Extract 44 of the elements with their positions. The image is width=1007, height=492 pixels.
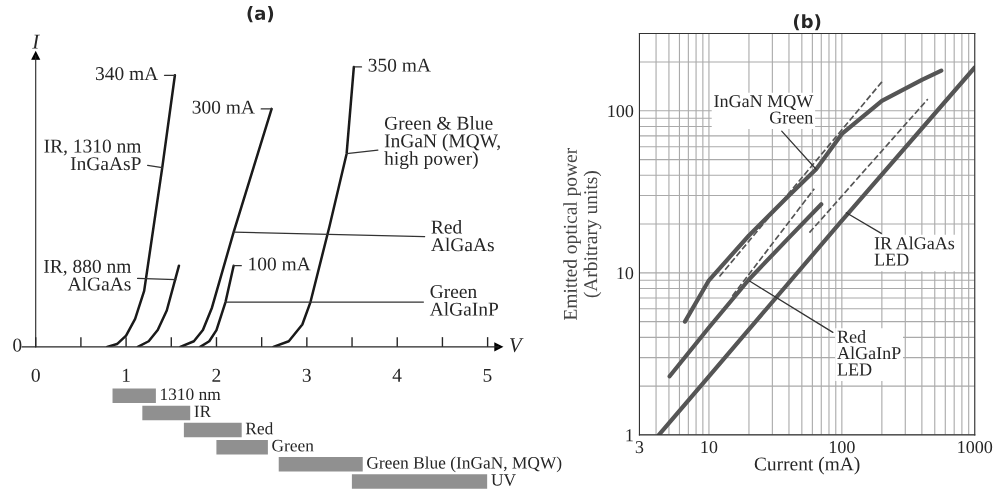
annotation: IR AlGaAs LED xyxy=(874,236,955,266)
y-tick-label: 1 xyxy=(626,429,633,442)
bar xyxy=(112,388,156,404)
annotation: 300 mA xyxy=(192,100,255,114)
annotation: 340 mA xyxy=(95,67,159,81)
x-tick-label: 10 xyxy=(701,441,718,454)
x-tick-label: 0 xyxy=(31,368,40,382)
y-tick-label: Green xyxy=(272,439,314,452)
y-tick-label: 100 xyxy=(608,105,634,118)
y-tick-label: 10 xyxy=(617,267,634,280)
annotation: Red AlGaAs xyxy=(431,219,494,252)
x-tick-label: 3 xyxy=(635,441,644,454)
annotation: Green & Blue InGaN (MQW, high power) xyxy=(384,116,500,170)
bar xyxy=(351,474,488,489)
y-tick-label: Red xyxy=(245,422,274,435)
x-tick-label: 2 xyxy=(212,368,221,382)
bar xyxy=(183,422,242,438)
x-axis-title: V xyxy=(509,338,524,353)
annotation: IR, 1310 nm InGaAsP xyxy=(44,139,142,171)
y-tick-label: IR xyxy=(194,405,212,418)
x-tick-label: 5 xyxy=(483,368,492,382)
chart-title: (b) xyxy=(793,14,821,31)
x-tick-label: 1000 xyxy=(958,441,993,454)
y-axis-title: I xyxy=(32,34,40,49)
annotation: IR, 880 nm AlGaAs xyxy=(44,259,132,291)
y-axis-title: Emitted optical power (Arbitrary units) xyxy=(563,147,602,321)
annotation: Red AlGaInP LED xyxy=(837,330,901,376)
annotation: Green AlGaInP xyxy=(429,285,499,316)
x-tick-label: 100 xyxy=(829,441,855,454)
x-tick-label: 3 xyxy=(302,368,311,382)
annotation: 350 mA xyxy=(368,58,431,72)
x-axis-title: Current (mA) xyxy=(754,456,860,475)
bar xyxy=(142,405,191,421)
y-tick-label: 1310 nm xyxy=(161,388,221,401)
x-tick-label: 4 xyxy=(392,368,402,382)
annotation: 100 mA xyxy=(249,257,311,271)
y-tick-label: UV xyxy=(491,474,516,486)
annotation: InGaN MQW Green xyxy=(714,95,814,124)
bar xyxy=(278,457,363,472)
x-tick-label: 1 xyxy=(122,368,130,382)
text: 0 xyxy=(13,338,22,352)
chart-title: (a) xyxy=(247,6,274,23)
y-tick-label: Green Blue (InGaN, MQW) xyxy=(367,456,562,473)
bar xyxy=(216,439,268,455)
